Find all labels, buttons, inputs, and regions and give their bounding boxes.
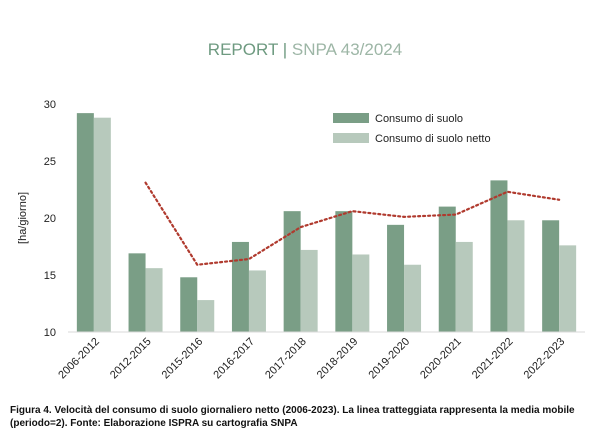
bar-consumo-di-suolo [490,180,508,332]
legend-swatch [333,133,369,143]
bar-consumo-di-suolo [231,241,249,332]
x-tick-label: 2012-2015 [108,336,154,382]
moving-average-line [144,181,561,266]
caption-line-2: (periodo=2). Fonte: Elaborazione ISPRA s… [10,418,298,429]
bar-consumo-di-suolo [387,224,405,332]
y-tick-label: 15 [44,270,56,282]
bar-consumo-di-suolo-netto [507,220,525,332]
legend-swatch [333,113,369,123]
y-tick-label: 20 [44,213,56,225]
x-tick-label: 2022-2023 [522,336,568,382]
x-tick-label: 2021-2022 [470,336,516,382]
report-header: REPORT | SNPA 43/2024 [0,40,610,60]
y-tick-label: 30 [44,99,56,111]
bar-consumo-di-suolo [283,211,301,332]
report-brand: REPORT [207,40,279,59]
x-tick-label: 2019-2020 [366,336,412,382]
y-axis-label: [ha/giorno] [17,192,29,244]
x-tick-label: 2017-2018 [263,336,309,382]
bar-consumo-di-suolo [335,211,353,332]
legend-label: Consumo di suolo [375,113,463,125]
caption-line-1: Figura 4. Velocità del consumo di suolo … [10,405,575,416]
bar-consumo-di-suolo-netto [93,117,111,333]
bar-consumo-di-suolo-netto [352,254,370,332]
bar-consumo-di-suolo-netto [455,241,473,332]
x-tick-label: 2006-2012 [56,336,102,382]
x-tick-label: 2020-2021 [418,336,464,382]
bar-consumo-di-suolo-netto [300,249,318,332]
bar-consumo-di-suolo-netto [559,245,577,332]
header-separator: | [282,40,288,59]
bar-consumo-di-suolo [438,206,456,332]
legend-label: Consumo di suolo netto [375,133,491,145]
bar-consumo-di-suolo [128,253,146,332]
x-tick-label: 2018-2019 [315,336,361,382]
figure-caption: Figura 4. Velocità del consumo di suolo … [10,404,610,430]
bar-consumo-di-suolo [180,277,198,332]
bar-consumo-di-suolo-netto [248,270,266,332]
x-tick-label: 2015-2016 [160,336,206,382]
report-subtitle: SNPA 43/2024 [291,40,403,59]
bar-consumo-di-suolo [76,113,94,333]
bar-consumo-di-suolo [542,220,560,332]
y-tick-label: 25 [44,156,56,168]
bar-consumo-di-suolo-netto [197,300,215,332]
x-tick-label: 2016-2017 [211,336,257,382]
y-tick-label: 10 [44,327,56,339]
bar-consumo-di-suolo-netto [404,264,422,332]
bar-consumo-di-suolo-netto [145,268,163,332]
